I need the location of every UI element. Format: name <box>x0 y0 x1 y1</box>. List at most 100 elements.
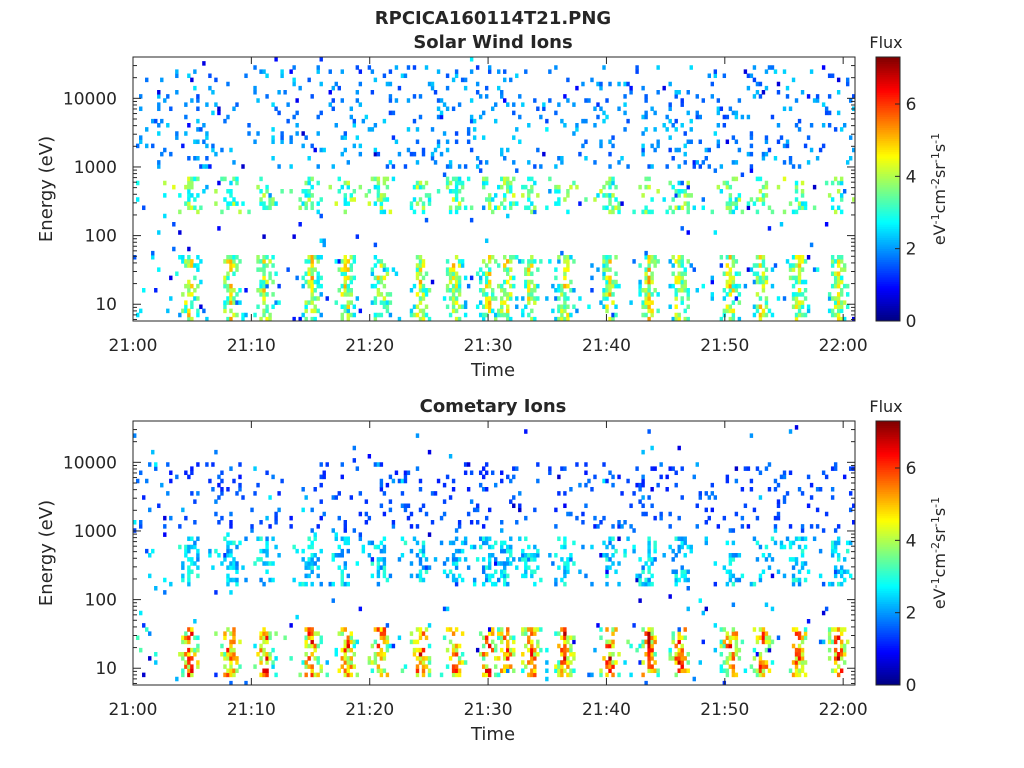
heatmap-cell <box>533 668 537 674</box>
colorbar-segment <box>876 208 900 212</box>
heatmap-cell <box>794 561 799 566</box>
heatmap-cell <box>641 627 645 632</box>
heatmap-cell <box>382 267 387 272</box>
heatmap-cell <box>262 672 266 678</box>
heatmap-cell <box>797 127 802 132</box>
heatmap-cell <box>421 548 426 554</box>
heatmap-cell <box>506 581 510 587</box>
heatmap-cell <box>611 300 615 305</box>
heatmap-cell <box>238 482 242 488</box>
heatmap-cell <box>572 102 576 107</box>
heatmap-cell <box>133 433 137 438</box>
heatmap-cell <box>725 279 730 285</box>
heatmap-cell <box>382 176 387 182</box>
heatmap-cell <box>683 151 687 157</box>
heatmap-cell <box>644 312 648 318</box>
heatmap-cell <box>728 255 733 260</box>
heatmap-cell <box>484 515 489 521</box>
heatmap-cell <box>193 69 197 74</box>
heatmap-cell <box>157 106 161 112</box>
heatmap-cell <box>515 520 519 525</box>
heatmap-cell <box>406 65 411 70</box>
heatmap-cell <box>764 193 769 198</box>
heatmap-cell <box>229 466 233 471</box>
heatmap-cell <box>677 631 681 636</box>
heatmap-cell <box>484 540 489 546</box>
heatmap-cell <box>809 495 814 500</box>
heatmap-cell <box>557 668 561 674</box>
colorbar-segment <box>876 438 900 442</box>
heatmap-cell <box>608 139 612 145</box>
heatmap-cell <box>659 511 663 517</box>
heatmap-cell <box>337 553 341 558</box>
colorbar-segment <box>876 211 900 214</box>
heatmap-cell <box>512 135 516 140</box>
heatmap-cell <box>521 548 525 554</box>
heatmap-cell <box>181 561 185 566</box>
heatmap-cell <box>647 635 651 641</box>
heatmap-cell <box>839 565 844 570</box>
heatmap-cell <box>262 205 266 211</box>
heatmap-cell <box>812 184 817 190</box>
heatmap-cell <box>457 205 462 211</box>
heatmap-cell <box>704 540 708 546</box>
heatmap-cell <box>764 296 769 301</box>
heatmap-cell <box>833 569 838 575</box>
heatmap-cell <box>157 230 161 235</box>
heatmap-cell <box>487 627 492 632</box>
heatmap-cell <box>451 292 456 297</box>
heatmap-cell <box>343 639 347 645</box>
colorbar-segment <box>876 103 900 106</box>
heatmap-cell <box>734 259 739 264</box>
heatmap-cell <box>650 656 654 661</box>
heatmap-cell <box>794 263 799 268</box>
heatmap-cell <box>758 81 763 87</box>
heatmap-cell <box>226 647 230 653</box>
heatmap-cell <box>668 466 672 471</box>
heatmap-cell <box>677 548 681 554</box>
heatmap-cell <box>379 300 384 305</box>
heatmap-cell <box>232 176 236 182</box>
heatmap-cell <box>767 462 772 467</box>
heatmap-cell <box>806 503 811 509</box>
heatmap-cell <box>641 672 645 678</box>
heatmap-cell <box>295 98 299 103</box>
heatmap-cell <box>430 85 435 91</box>
heatmap-cell <box>647 557 651 562</box>
heatmap-cell <box>247 209 251 215</box>
heatmap-cell <box>680 226 684 231</box>
colorbar-segment <box>876 266 900 269</box>
heatmap-cell <box>569 487 573 492</box>
heatmap-cell <box>205 316 209 322</box>
heatmap-cell <box>494 540 498 546</box>
heatmap-cell <box>304 205 308 211</box>
heatmap-cell <box>223 557 227 562</box>
heatmap-cell <box>647 581 651 587</box>
heatmap-cell <box>614 197 618 202</box>
heatmap-cell <box>346 201 350 206</box>
heatmap-cell <box>761 263 766 268</box>
heatmap-cell <box>794 304 799 310</box>
heatmap-cell <box>337 668 341 674</box>
heatmap-cell <box>370 540 375 546</box>
heatmap-cell <box>316 259 320 264</box>
heatmap-cell <box>788 470 793 476</box>
y-tick-label: 100 <box>85 591 117 611</box>
heatmap-cell <box>614 271 618 277</box>
heatmap-cell <box>424 271 429 277</box>
heatmap-cell <box>319 482 323 488</box>
figure-title: RPCICA160114T21.PNG <box>375 8 611 29</box>
heatmap-cell <box>683 540 687 546</box>
heatmap-cell <box>728 656 733 661</box>
heatmap-cell <box>358 143 363 149</box>
heatmap-cell <box>457 263 462 268</box>
colorbar-segment <box>876 522 900 525</box>
heatmap-cell <box>316 65 320 70</box>
heatmap-cell <box>665 487 669 492</box>
heatmap-cell <box>268 312 272 318</box>
heatmap-cell <box>845 569 850 575</box>
colorbar-segment <box>876 443 900 446</box>
heatmap-cell <box>836 672 841 678</box>
heatmap-cell <box>313 536 317 542</box>
